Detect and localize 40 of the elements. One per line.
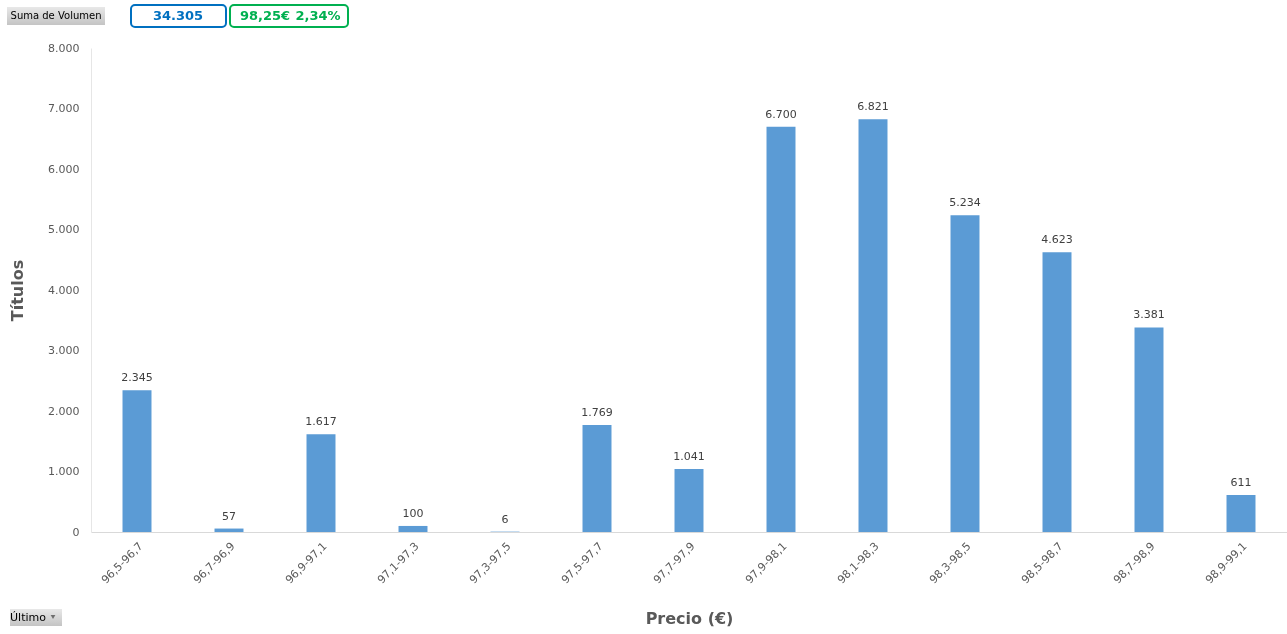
data-label: 1.617 — [305, 415, 337, 429]
text: 34.305 — [152, 8, 204, 23]
bar — [950, 215, 980, 532]
y-tick-label: 0 — [72, 525, 80, 539]
bar — [1226, 495, 1256, 532]
y-tick-label: 7.000 — [48, 102, 80, 115]
y-tick-label: 6.000 — [48, 162, 80, 176]
data-label: 4.623 — [1041, 233, 1073, 247]
data-label: 1.041 — [673, 450, 705, 464]
bar — [398, 525, 428, 532]
bar — [766, 126, 796, 532]
y-tick-label: 4.000 — [48, 283, 80, 297]
y-tick-label: 2.000 — [48, 404, 80, 418]
text: Suma de Volumen — [10, 10, 102, 21]
data-label: 1.769 — [581, 405, 613, 419]
data-label: 611 — [1230, 476, 1252, 490]
data-label: 5.234 — [949, 196, 981, 210]
bar — [674, 469, 704, 532]
bar — [122, 390, 152, 532]
y-tick-label: 3.000 — [48, 344, 80, 357]
data-label: 3.381 — [1133, 308, 1165, 322]
y-axis-title: Títulos — [7, 259, 27, 322]
bar — [582, 424, 612, 532]
data-label: 2.345 — [121, 371, 153, 385]
data-label: 6 — [501, 512, 509, 526]
data-label: 6.821 — [857, 100, 889, 114]
text: 98,25€ — [239, 8, 291, 23]
y-tick-label: 8.000 — [48, 41, 80, 55]
x-axis-title: Precio (€) — [645, 608, 734, 628]
bar — [1134, 327, 1164, 532]
bar — [1042, 252, 1072, 532]
bar — [858, 119, 888, 532]
bar — [306, 434, 336, 532]
y-tick-label: 5.000 — [48, 223, 80, 236]
y-tick-label: 1.000 — [48, 465, 80, 478]
text: 2,34% — [295, 8, 341, 23]
text: Último — [10, 611, 47, 624]
data-label: 6.700 — [765, 107, 797, 121]
data-label: 100 — [402, 506, 424, 520]
data-label: 57 — [222, 509, 236, 523]
